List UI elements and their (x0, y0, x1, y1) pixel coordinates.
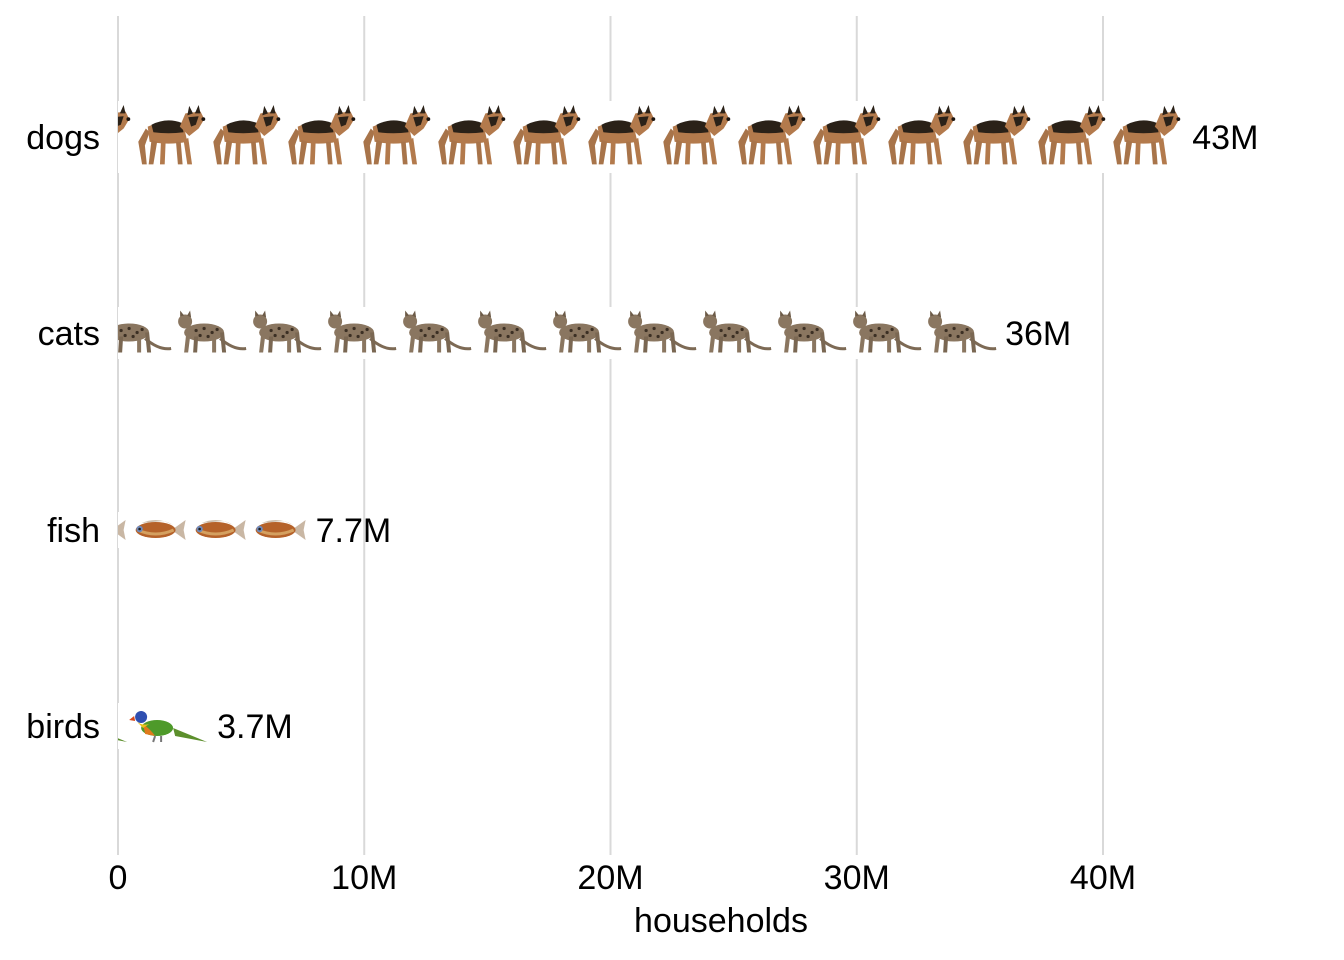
x-axis-title: households (634, 902, 808, 940)
category-label-birds: birds (26, 708, 100, 746)
bar-fish (118, 512, 308, 548)
value-label-birds: 3.7M (217, 708, 293, 746)
category-label-cats: cats (38, 315, 100, 353)
bar-cats (118, 307, 998, 359)
x-tick-label-40m: 40M (1070, 859, 1136, 897)
x-tick-label-20m: 20M (577, 859, 643, 897)
bar-birds (118, 703, 210, 749)
category-labels: dogs cats fish birds (26, 119, 100, 746)
x-tick-label-30m: 30M (824, 859, 890, 897)
value-label-cats: 36M (1005, 315, 1071, 353)
x-axis-tick-labels: 0 10M 20M 30M 40M (109, 859, 1137, 897)
bar-dogs (118, 101, 1185, 173)
category-label-fish: fish (47, 512, 100, 550)
x-tick-label-0: 0 (109, 859, 128, 897)
x-tick-label-10m: 10M (331, 859, 397, 897)
pictogram-bars (118, 101, 1185, 749)
category-label-dogs: dogs (26, 119, 100, 157)
value-label-dogs: 43M (1192, 119, 1258, 157)
value-label-fish: 7.7M (316, 512, 392, 550)
value-labels: 43M 36M 7.7M 3.7M (217, 119, 1258, 746)
